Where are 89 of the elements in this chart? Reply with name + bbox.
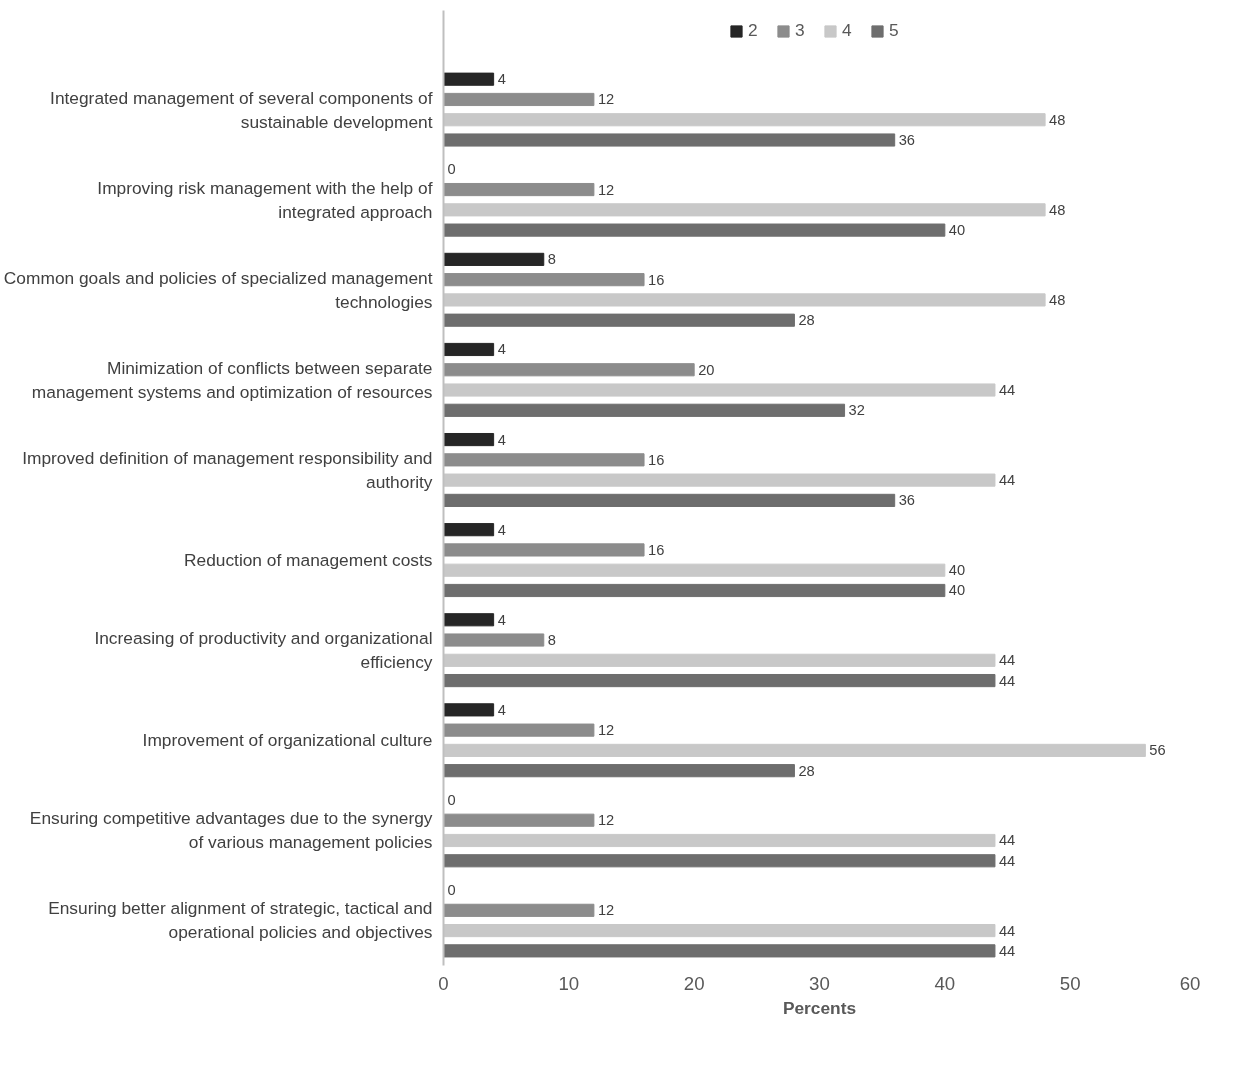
- data-label: 40: [948, 562, 966, 579]
- bar: [443, 723, 595, 737]
- data-label: 56: [1149, 742, 1166, 759]
- x-tick-label: 0: [438, 972, 449, 994]
- data-label: 44: [998, 382, 1016, 399]
- bar: [443, 944, 996, 958]
- y-tick-label: Minimization of conflicts between separate management systems and optimization of resources: [31, 357, 433, 402]
- data-label: 44: [998, 472, 1016, 489]
- bar: [443, 854, 996, 868]
- data-label: 16: [648, 271, 665, 288]
- data-label: 4: [497, 521, 506, 538]
- data-label: 36: [898, 132, 916, 149]
- x-tick-label: 40: [934, 972, 956, 994]
- bar: [443, 523, 495, 537]
- bar: [443, 453, 645, 467]
- bar: [443, 613, 495, 627]
- data-label: 12: [597, 722, 615, 739]
- data-label: 40: [948, 222, 966, 239]
- bar: [443, 432, 495, 447]
- data-label: 16: [648, 541, 665, 558]
- legend-label: 2: [748, 20, 759, 41]
- data-label: 48: [1049, 111, 1066, 128]
- data-label: 0: [447, 161, 456, 178]
- bar: [443, 72, 495, 86]
- bar: [443, 313, 795, 327]
- bar: [443, 342, 495, 357]
- y-tick-label: Increasing of productivity and organizational efficiency: [94, 628, 433, 673]
- y-tick-label: Ensuring competitive advantages due to the synergy of various management policies: [29, 808, 433, 853]
- x-tick-label: 20: [683, 972, 705, 994]
- legend-label: 5: [889, 20, 900, 41]
- legend-label: 3: [795, 20, 806, 41]
- bar: [443, 633, 545, 647]
- bar: [443, 703, 495, 717]
- data-label: 16: [648, 451, 665, 468]
- data-label: 40: [948, 582, 966, 599]
- data-label: 36: [898, 492, 916, 509]
- data-label: 44: [998, 832, 1016, 849]
- x-tick-label: 10: [558, 972, 580, 994]
- bar: [443, 583, 946, 598]
- bar: [443, 764, 795, 778]
- data-label: 44: [998, 942, 1016, 959]
- y-tick-label: Improvement of organizational culture: [142, 730, 433, 751]
- data-label: 12: [597, 181, 615, 198]
- y-tick-label: Common goals and policies of specialized management technologies: [3, 267, 433, 312]
- data-label: 28: [798, 312, 815, 329]
- y-tick-label: Reduction of management costs: [183, 550, 433, 571]
- data-label: 12: [597, 91, 615, 108]
- data-label: 48: [1049, 201, 1066, 218]
- data-label: 0: [447, 882, 456, 899]
- y-tick-label: Improved definition of management responsibility and authority: [22, 447, 433, 492]
- data-label: 0: [447, 791, 456, 808]
- data-label: 44: [998, 672, 1016, 689]
- data-label: 4: [497, 341, 506, 358]
- bar: [443, 92, 595, 107]
- data-label: 48: [1049, 291, 1066, 308]
- bar: [443, 403, 846, 417]
- y-tick-label: Improving risk management with the help of integrated approach: [97, 177, 433, 222]
- y-tick-label: Integrated management of several components of sustainable development: [50, 87, 433, 132]
- data-label: 4: [497, 611, 506, 628]
- data-label: 8: [547, 632, 556, 649]
- bar: [443, 252, 545, 266]
- data-label: 44: [998, 852, 1016, 869]
- data-label: 4: [497, 431, 506, 448]
- data-label: 20: [698, 361, 715, 378]
- data-label: 12: [597, 902, 615, 919]
- legend-label: 4: [842, 20, 853, 41]
- bar: [443, 813, 595, 827]
- bar: [443, 273, 645, 287]
- bar: [443, 493, 896, 507]
- data-label: 4: [497, 71, 506, 88]
- data-label: 12: [597, 812, 615, 829]
- data-label: 32: [848, 402, 865, 419]
- bar: [443, 674, 996, 688]
- x-tick-label: 50: [1059, 972, 1081, 994]
- x-tick-label: 30: [809, 972, 830, 994]
- data-label: 44: [998, 922, 1016, 939]
- y-tick-label: Ensuring better alignment of strategic, tactical and operational policies and objectives: [48, 898, 433, 943]
- data-label: 8: [547, 251, 556, 268]
- bar: [443, 543, 645, 557]
- bar: [443, 223, 946, 237]
- bar: [443, 133, 896, 147]
- data-label: 4: [497, 701, 506, 718]
- data-label: 28: [798, 762, 815, 779]
- data-label: 44: [998, 652, 1016, 669]
- x-tick-label: 60: [1179, 972, 1201, 994]
- x-axis-title: Percents: [782, 997, 857, 1018]
- bar: [443, 363, 695, 377]
- bar: [443, 182, 595, 197]
- bar: [443, 903, 595, 917]
